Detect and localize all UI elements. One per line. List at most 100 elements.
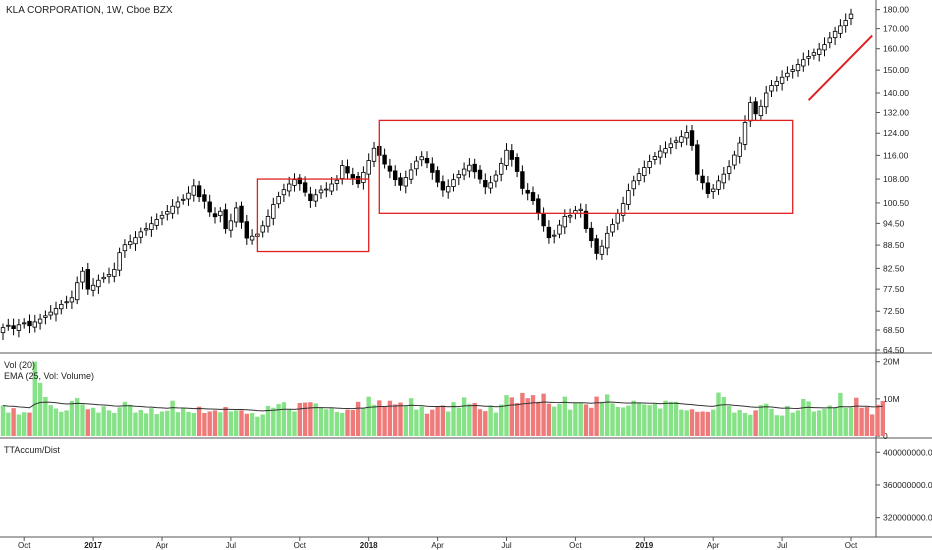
volume-bar: [218, 412, 223, 436]
price-tick-label: 68.50: [883, 325, 905, 335]
volume-bar: [122, 401, 128, 436]
candle-body: [218, 210, 223, 217]
volume-bar: [631, 400, 636, 436]
candle-body: [472, 163, 477, 173]
candle-body: [48, 311, 53, 316]
candle-body: [758, 105, 764, 117]
volume-bar: [546, 403, 552, 436]
candle-body: [461, 168, 467, 176]
volume-bar: [313, 403, 318, 436]
volume-bar: [287, 409, 292, 436]
volume-bar: [684, 410, 689, 436]
candle-body: [626, 190, 631, 205]
candle-body: [127, 241, 133, 246]
candle-body: [827, 37, 832, 44]
volume-bar: [700, 411, 705, 436]
candle-body: [165, 211, 170, 215]
candle-body: [196, 185, 202, 198]
volume-bar: [202, 412, 207, 436]
volume-bar: [610, 403, 615, 436]
volume-bar: [817, 410, 822, 436]
time-tick-label: Oct: [18, 541, 31, 550]
volume-bar: [281, 402, 287, 436]
candle-body: [37, 318, 43, 324]
volume-bar: [764, 403, 769, 436]
volume-bar: [340, 412, 345, 436]
volume-bar: [419, 406, 424, 436]
candle-body: [811, 52, 817, 56]
candle-body: [53, 308, 59, 315]
candle-body: [477, 169, 483, 180]
volume-bar: [848, 407, 854, 436]
volume-bar: [302, 402, 308, 436]
time-tick-label: Oct: [294, 541, 307, 550]
candle-body: [117, 252, 122, 271]
candle-body: [239, 205, 244, 223]
candle-body: [43, 315, 48, 318]
volume-bar: [806, 401, 811, 436]
candle-body: [286, 183, 292, 192]
candle-body: [324, 188, 329, 191]
volume-bar: [854, 397, 859, 436]
volume-bar: [350, 410, 355, 436]
candle-body: [716, 180, 721, 190]
volume-bar: [366, 396, 371, 436]
candle-body: [212, 213, 218, 218]
volume-bar: [573, 402, 578, 436]
candle-body: [260, 225, 265, 233]
candle-body: [424, 157, 430, 164]
volume-bar: [493, 412, 499, 436]
candle-body: [705, 182, 711, 194]
volume-bar: [483, 411, 488, 436]
candle-body: [292, 179, 297, 186]
candle-body: [583, 210, 589, 230]
candle-body: [85, 269, 90, 290]
volume-bar: [567, 409, 573, 436]
volume-bar: [345, 409, 350, 436]
price-tick-label: 88.50: [883, 240, 905, 250]
candle-body: [679, 136, 684, 143]
candle-body: [191, 185, 196, 196]
candle-body: [456, 174, 461, 179]
volume-bar: [864, 407, 870, 436]
candle-body: [64, 301, 69, 304]
volume-bar: [143, 413, 149, 436]
volume-bar: [398, 402, 403, 436]
candle-body: [16, 324, 22, 331]
candle-body: [414, 160, 419, 170]
volume-bar: [170, 400, 175, 436]
volume-bar: [668, 401, 673, 436]
candle-body: [636, 173, 642, 181]
volume-bar: [758, 405, 764, 436]
candle-body: [631, 180, 636, 190]
volume-bar: [175, 412, 181, 436]
candle-body: [801, 59, 806, 67]
volume-bar: [53, 408, 59, 436]
candle-body: [509, 150, 514, 160]
volume-bar: [408, 398, 414, 436]
volume-bar: [440, 405, 446, 436]
time-tick-label: Oct: [845, 541, 858, 550]
candle-body: [265, 215, 271, 227]
volume-bar: [244, 413, 249, 436]
candle-body: [721, 173, 726, 184]
candle-body: [90, 284, 96, 291]
time-tick-label: 2017: [84, 541, 102, 550]
volume-bar: [620, 407, 626, 436]
candle-body: [21, 322, 27, 325]
volume-bar: [774, 415, 779, 436]
volume-bar: [742, 412, 748, 436]
price-tick-label: 132.00: [883, 108, 909, 118]
trend-line: [807, 34, 873, 101]
volume-bar: [530, 395, 536, 436]
candle-body: [202, 194, 207, 202]
volume-bar: [615, 407, 620, 436]
volume-bar: [721, 397, 726, 436]
candle-body: [361, 171, 366, 183]
candle-body: [138, 231, 143, 238]
candle-body: [711, 188, 716, 192]
volume-bar: [605, 394, 610, 436]
candle-body: [748, 102, 753, 122]
candle-body: [122, 244, 128, 252]
candle-body: [403, 177, 408, 187]
